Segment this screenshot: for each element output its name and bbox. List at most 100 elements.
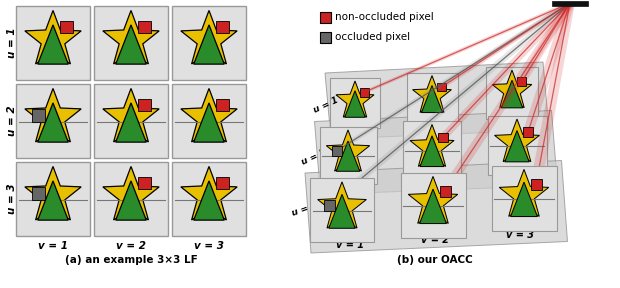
Polygon shape [492,70,532,108]
Bar [138,21,151,33]
Bar [216,21,229,33]
Bar [517,77,526,86]
Text: v = 3: v = 3 [194,241,224,251]
Polygon shape [523,3,575,132]
Polygon shape [345,91,365,117]
Bar [403,121,461,179]
Bar [94,84,168,158]
Polygon shape [193,25,224,64]
Polygon shape [193,103,224,142]
Bar [360,88,368,96]
Bar [172,162,246,236]
Text: u = 3: u = 3 [291,201,319,218]
Bar [487,115,546,175]
Text: v = 1: v = 1 [38,241,68,251]
Bar [523,127,533,137]
Bar [216,99,229,111]
Polygon shape [501,80,523,108]
Bar [320,12,331,23]
Polygon shape [438,3,575,138]
Polygon shape [517,3,575,82]
Bar [16,6,90,80]
Polygon shape [510,182,538,217]
Bar [138,99,151,111]
Text: (a) an example 3×3 LF: (a) an example 3×3 LF [64,255,197,265]
Polygon shape [410,124,454,166]
Polygon shape [38,25,68,64]
Polygon shape [116,25,146,64]
Text: v = 3: v = 3 [506,230,534,240]
Bar [32,109,45,122]
Polygon shape [116,103,146,142]
Polygon shape [439,3,575,191]
Text: u = 1: u = 1 [312,96,340,115]
Bar [172,6,246,80]
Polygon shape [437,3,575,87]
Polygon shape [25,166,81,220]
Polygon shape [336,141,360,171]
Bar [16,84,90,158]
Bar [492,166,557,230]
Bar [552,1,588,6]
Bar [16,162,90,236]
Polygon shape [420,136,444,166]
Bar [531,179,541,190]
Polygon shape [530,3,575,184]
Polygon shape [181,88,237,142]
Bar [320,32,331,43]
Bar [330,78,380,128]
Bar [401,173,466,238]
Text: v = 2: v = 2 [116,241,146,251]
Bar [324,200,335,211]
Polygon shape [336,81,374,117]
Polygon shape [409,176,458,223]
Text: v = 2: v = 2 [421,235,449,245]
Polygon shape [326,130,370,171]
Polygon shape [324,3,575,205]
Text: u = 1: u = 1 [7,28,17,58]
Polygon shape [116,181,146,220]
Bar [32,187,45,200]
Polygon shape [181,166,237,220]
Polygon shape [103,10,159,64]
Polygon shape [314,111,557,194]
Bar [60,21,73,33]
Bar [437,83,446,91]
Polygon shape [103,166,159,220]
Bar [440,185,451,196]
Polygon shape [103,88,159,142]
Polygon shape [420,189,446,223]
Polygon shape [38,103,68,142]
Bar [319,126,376,183]
Text: u = 3: u = 3 [7,184,17,214]
Polygon shape [25,88,81,142]
Bar [310,178,374,242]
Polygon shape [325,62,549,139]
Polygon shape [329,194,355,228]
Polygon shape [495,119,539,162]
Bar [216,177,229,190]
Bar [138,177,151,190]
Text: u = 2: u = 2 [300,148,328,167]
Polygon shape [422,86,443,113]
Polygon shape [181,10,237,64]
Polygon shape [505,130,529,162]
Polygon shape [38,181,68,220]
Polygon shape [332,3,575,151]
Text: (b) our OACC: (b) our OACC [397,255,473,265]
Text: v = 1: v = 1 [336,240,364,250]
Bar [94,6,168,80]
Bar [172,84,246,158]
Text: non-occluded pixel: non-occluded pixel [335,12,434,22]
Polygon shape [305,160,567,253]
Polygon shape [317,182,366,228]
Bar [407,73,458,124]
Polygon shape [193,181,224,220]
Text: u = 2: u = 2 [7,106,17,136]
Bar [332,146,342,156]
Polygon shape [412,75,451,112]
Bar [94,162,168,236]
Text: occluded pixel: occluded pixel [335,33,410,43]
Polygon shape [25,10,81,64]
Bar [486,67,538,119]
